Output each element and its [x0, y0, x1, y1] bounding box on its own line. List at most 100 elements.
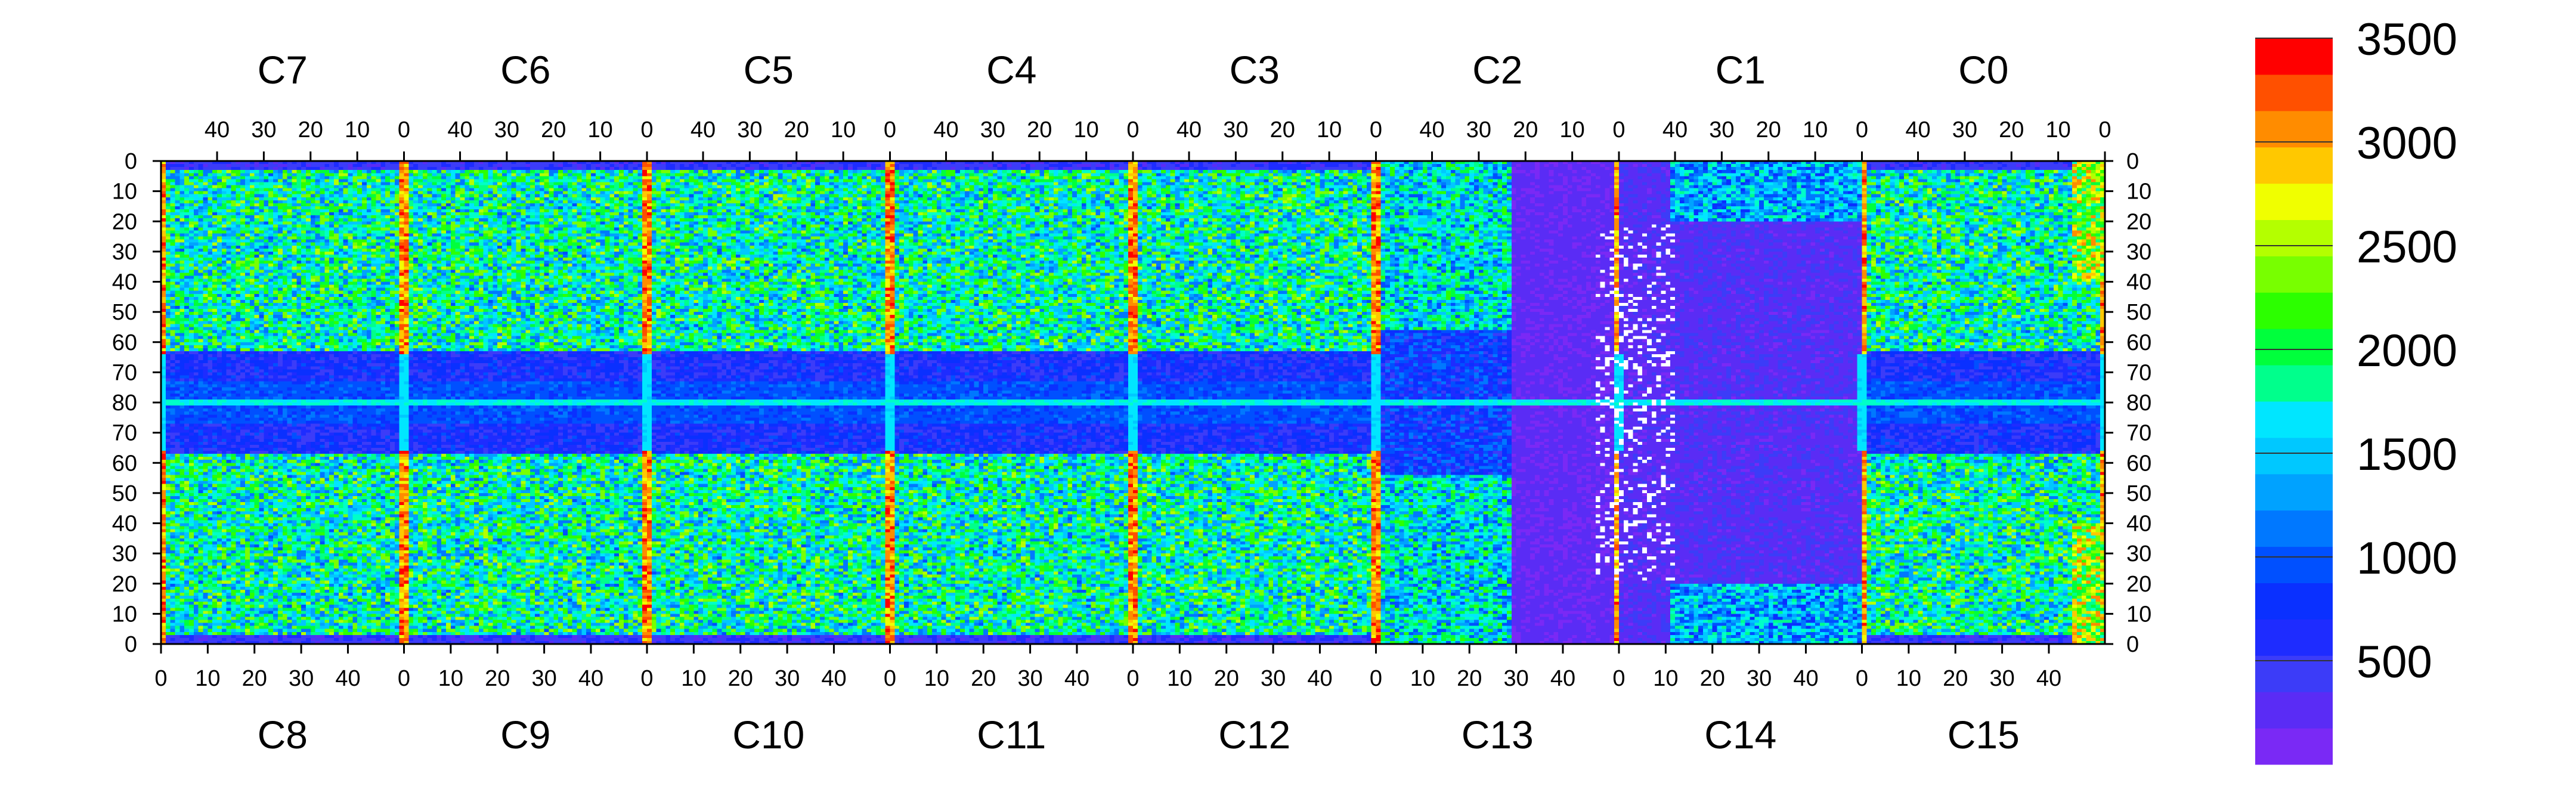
- top-tick-label: 10: [1803, 117, 1828, 143]
- top-tick-label: 20: [1027, 117, 1052, 143]
- bottom-tick-label: 0: [1370, 666, 1382, 691]
- bottom-tick-label: 40: [1550, 666, 1575, 691]
- bottom-tick-label: 20: [728, 666, 753, 691]
- top-tick-label: 10: [587, 117, 612, 143]
- bottom-tick-label: 10: [438, 666, 463, 691]
- heatmap-cells: [161, 161, 2105, 644]
- colorbar-segment: [2255, 583, 2333, 620]
- y-tick-label-right: 60: [2126, 451, 2151, 476]
- y-tick-label-right: 10: [2126, 602, 2151, 627]
- bottom-tick-label: 20: [242, 666, 267, 691]
- y-tick-label-right: 50: [2126, 300, 2151, 325]
- chip-label-top: C5: [744, 48, 794, 92]
- y-tick-label-right: 20: [2126, 209, 2151, 234]
- colorbar-segment: [2255, 365, 2333, 402]
- bottom-tick-label: 10: [924, 666, 949, 691]
- colorbar-segment: [2255, 728, 2333, 765]
- chip-label-bottom: C15: [1948, 713, 2020, 757]
- colorbar-segment: [2255, 655, 2333, 692]
- bottom-tick-label: 20: [971, 666, 996, 691]
- colorbar-segment: [2255, 619, 2333, 656]
- y-tick-label-right: 70: [2126, 421, 2151, 446]
- chip-label-top: C2: [1472, 48, 1522, 92]
- y-tick-label-left: 40: [112, 270, 137, 295]
- top-tick-label: 0: [1126, 117, 1139, 143]
- top-tick-label: 10: [1073, 117, 1098, 143]
- colorbar-tick-label: 500: [2357, 637, 2432, 688]
- bottom-tick-label: 20: [1214, 666, 1239, 691]
- y-tick-label-right: 20: [2126, 572, 2151, 597]
- bottom-tick-label: 0: [884, 666, 896, 691]
- chip-label-top: C4: [986, 48, 1036, 92]
- top-tick-label: 0: [640, 117, 653, 143]
- chip-label-bottom: C13: [1462, 713, 1534, 757]
- top-tick-label: 20: [541, 117, 566, 143]
- bottom-tick-label: 20: [1700, 666, 1725, 691]
- colorbar-tick-label: 1000: [2357, 533, 2457, 584]
- colorbar-segment: [2255, 147, 2333, 184]
- top-tick-label: 30: [1709, 117, 1734, 143]
- top-tick-label: 40: [1176, 117, 1202, 143]
- y-tick-label-left: 70: [112, 360, 137, 385]
- colorbar-tick-label: 3000: [2357, 118, 2457, 169]
- top-tick-label: 30: [980, 117, 1005, 143]
- axes: C7 C6 C5 C4 C3 C2 C1 C0 C8 C9 C10 C11 C12 C13 C14 C15 40…: [112, 48, 2152, 757]
- colorbar-segment: [2255, 256, 2333, 293]
- y-tick-label-right: 30: [2126, 541, 2151, 566]
- y-tick-label-left: 80: [112, 391, 137, 416]
- top-tick-label: 20: [784, 117, 809, 143]
- top-tick-label: 40: [1419, 117, 1444, 143]
- top-tick-label: 30: [1223, 117, 1248, 143]
- y-tick-label-right: 10: [2126, 179, 2151, 205]
- bottom-tick-label: 40: [821, 666, 846, 691]
- bottom-tick-label: 40: [578, 666, 603, 691]
- bottom-tick-label: 20: [1943, 666, 1968, 691]
- colorbar-tick-label: 1500: [2357, 429, 2457, 480]
- heatmap-plot-area: [161, 161, 2105, 644]
- y-tick-label-left: 30: [112, 541, 137, 566]
- top-tick-label: 40: [691, 117, 716, 143]
- bottom-tick-label: 30: [1503, 666, 1528, 691]
- top-tick-label: 10: [345, 117, 370, 143]
- bottom-tick-label: 30: [775, 666, 800, 691]
- bottom-tick-label: 10: [195, 666, 220, 691]
- top-tick-label: 20: [298, 117, 323, 143]
- y-tick-label-right: 40: [2126, 270, 2151, 295]
- colorbar-segment: [2255, 292, 2333, 329]
- chip-label-bottom: C10: [732, 713, 804, 757]
- y-tick-label-left: 20: [112, 209, 137, 234]
- bottom-tick-label: 10: [1167, 666, 1192, 691]
- colorbar-tick-label: 3500: [2357, 14, 2457, 65]
- top-tick-label: 10: [1317, 117, 1342, 143]
- top-tick-label: 30: [494, 117, 519, 143]
- y-tick-label-left: 30: [112, 240, 137, 265]
- chip-label-top: C7: [258, 48, 308, 92]
- y-tick-label-right: 60: [2126, 330, 2151, 355]
- y-tick-label-left: 50: [112, 481, 137, 506]
- y-tick-label-right: 0: [2126, 149, 2139, 174]
- chip-label-top: C1: [1716, 48, 1766, 92]
- chip-label-bottom: C11: [977, 713, 1046, 757]
- bottom-tick-label: 0: [154, 666, 167, 691]
- top-tick-label: 10: [1559, 117, 1584, 143]
- colorbar-segment: [2255, 38, 2333, 75]
- bottom-tick-label: 10: [1410, 666, 1435, 691]
- colorbar-segment: [2255, 74, 2333, 112]
- bottom-tick-label: 20: [1457, 666, 1482, 691]
- y-tick-label-left: 60: [112, 451, 137, 476]
- bottom-tick-label: 30: [1747, 666, 1772, 691]
- bottom-tick-label: 40: [2036, 666, 2061, 691]
- bottom-tick-label: 30: [1261, 666, 1286, 691]
- colorbar: 3500 3000 2500 2000 1500 1000 500: [2255, 14, 2457, 765]
- top-tick-label: 0: [1612, 117, 1625, 143]
- top-tick-label: 0: [1370, 117, 1382, 143]
- chip-label-top: C3: [1230, 48, 1280, 92]
- bottom-tick-label: 10: [681, 666, 706, 691]
- top-tick-label: 20: [1270, 117, 1295, 143]
- bottom-tick-label: 0: [640, 666, 653, 691]
- colorbar-segment: [2255, 437, 2333, 475]
- bottom-tick-label: 20: [485, 666, 510, 691]
- bottom-tick-label: 10: [1653, 666, 1678, 691]
- top-tick-label: 40: [447, 117, 472, 143]
